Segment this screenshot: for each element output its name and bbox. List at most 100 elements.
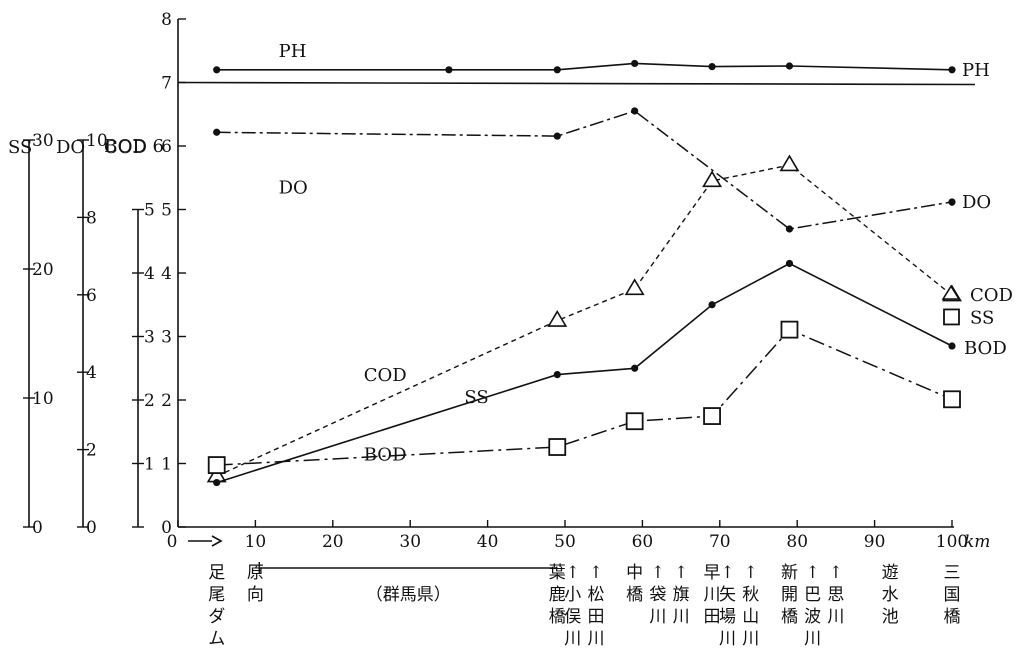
location-label: 原 xyxy=(247,563,264,583)
location-label: 袋 xyxy=(649,585,666,605)
axis-title-bod: BOD 6 xyxy=(104,136,164,157)
location-label: 思 xyxy=(827,585,844,605)
location-label: 秋 xyxy=(742,585,759,605)
y-tick-label-main: 3 xyxy=(161,328,172,348)
y-tick-label-main: 8 xyxy=(161,10,172,30)
location-label: 松 xyxy=(587,585,604,605)
inline-label-ss: SS xyxy=(464,387,488,408)
point-ss xyxy=(625,412,644,431)
x-tick-label: 80 xyxy=(786,532,808,552)
location-label: 葉 xyxy=(549,563,566,583)
location-label: ダ xyxy=(208,607,225,627)
y-tick-label-ss: 20 xyxy=(32,260,54,280)
inline-label-cod: COD xyxy=(364,365,407,386)
ph-reference-line xyxy=(177,81,976,86)
axis-title-cod: COD xyxy=(104,137,147,158)
series-line-cod xyxy=(216,164,953,477)
point-cod xyxy=(624,278,645,296)
x-tick-label: 40 xyxy=(477,532,499,552)
y-tick-label-do: 8 xyxy=(86,208,97,228)
point-ph xyxy=(553,66,561,74)
location-label: 尾 xyxy=(208,585,225,605)
location-label: 池 xyxy=(882,607,899,627)
x-tick-label: 0 xyxy=(167,532,178,552)
location-label: 中 xyxy=(626,563,643,583)
point-do xyxy=(631,107,639,115)
point-do xyxy=(213,128,221,136)
location-label: 橋 xyxy=(944,607,961,627)
x-tick-label: 60 xyxy=(632,532,654,552)
series-line-ss xyxy=(216,328,953,466)
point-ss xyxy=(207,456,226,474)
point-bod xyxy=(553,371,561,379)
end-label-cod: COD xyxy=(970,285,1013,306)
location-label: 川 xyxy=(673,607,690,627)
location-label: 巴 xyxy=(804,585,821,605)
point-do xyxy=(785,225,794,233)
location-label: 川 xyxy=(804,629,821,649)
axis-title-do: DO xyxy=(56,137,85,158)
location-label: 三 xyxy=(944,563,961,583)
point-ph xyxy=(213,66,221,74)
location-label: 遊 xyxy=(882,563,899,583)
y-tick-label-main: 0 xyxy=(161,518,172,538)
y-tick-label-do: 4 xyxy=(86,363,97,383)
point-bod xyxy=(948,342,956,350)
series-line-do xyxy=(216,110,953,230)
location-label: 山 xyxy=(742,607,759,627)
point-cod xyxy=(547,310,568,327)
point-ph xyxy=(631,59,639,68)
end-label-do: DO xyxy=(962,192,991,213)
x-tick-label: 20 xyxy=(322,532,344,552)
inline-label-bod: BOD xyxy=(364,444,407,465)
location-label: 川 xyxy=(742,629,759,649)
location-label: 川 xyxy=(827,607,844,627)
location-label: 向 xyxy=(247,585,264,605)
axis-title-ss: SS xyxy=(8,137,32,158)
y-tick-label-do: 6 xyxy=(86,286,97,306)
x-tick-label: 70 xyxy=(709,532,731,552)
start-arrow-head xyxy=(211,535,223,547)
location-label: 矢 xyxy=(719,585,736,605)
location-label: 川 xyxy=(719,629,736,649)
loc-arrow: ↑ xyxy=(566,563,580,583)
point-ss xyxy=(780,320,799,339)
location-label: 川 xyxy=(564,629,581,649)
x-unit-label: km xyxy=(964,532,990,552)
location-label: 川 xyxy=(704,585,721,605)
point-cod xyxy=(779,154,800,172)
y-tick-label-do: 2 xyxy=(86,441,97,461)
y-tick-label-bod-cod: 4 xyxy=(144,264,155,284)
location-label: 鹿 xyxy=(549,585,566,605)
point-cod xyxy=(702,170,723,188)
y-tick-label-bod-cod: 3 xyxy=(144,328,155,348)
y-tick-label-bod-cod: 1 xyxy=(144,455,155,475)
region-label: （群馬県） xyxy=(366,585,451,605)
inline-label-do: DO xyxy=(279,178,308,199)
point-bod xyxy=(708,301,716,309)
loc-arrow: ↑ xyxy=(829,563,843,583)
location-label: 開 xyxy=(781,585,798,605)
y-tick-label-do: 0 xyxy=(86,518,97,538)
location-label: 川 xyxy=(587,629,604,649)
location-label: 足 xyxy=(208,563,225,583)
point-ss xyxy=(943,390,961,409)
end-label-ph: PH xyxy=(962,60,990,81)
x-tick-label: 30 xyxy=(399,532,421,552)
location-label: 国 xyxy=(944,585,961,605)
location-label: 田 xyxy=(704,607,721,627)
point-bod xyxy=(213,478,221,487)
location-label: ム xyxy=(208,629,225,649)
point-ph xyxy=(948,66,956,74)
series-line-bod xyxy=(216,262,953,484)
y-tick-label-main: 6 xyxy=(161,137,172,157)
end-marker-cod xyxy=(941,284,961,300)
x-tick-label: 90 xyxy=(864,532,886,552)
loc-arrow: ↑ xyxy=(720,563,734,583)
point-ph xyxy=(445,66,453,74)
end-marker-do xyxy=(949,199,955,206)
location-label: 俣 xyxy=(564,607,581,627)
loc-arrow: ↑ xyxy=(589,563,603,583)
point-ph xyxy=(785,62,794,70)
